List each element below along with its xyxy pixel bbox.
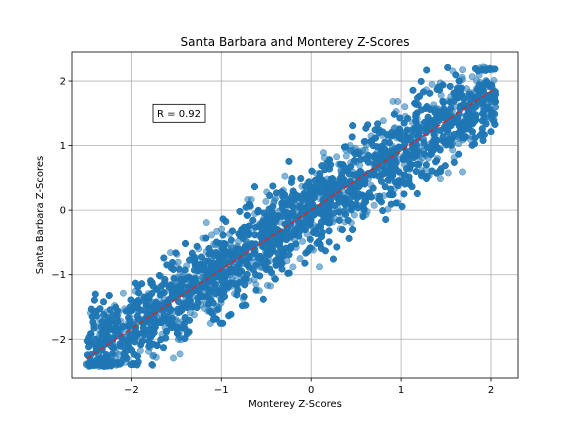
- scatter-point: [380, 118, 386, 124]
- scatter-point: [334, 154, 340, 160]
- scatter-point: [237, 208, 243, 214]
- scatter-point: [282, 173, 288, 179]
- scatter-point: [120, 290, 126, 296]
- scatter-point: [427, 90, 433, 96]
- scatter-point: [349, 134, 355, 140]
- scatter-point: [297, 255, 303, 261]
- scatter-point: [390, 98, 396, 104]
- scatter-point: [402, 104, 408, 110]
- scatter-point: [437, 176, 443, 182]
- scatter-point: [170, 355, 176, 361]
- scatter-point: [175, 259, 181, 265]
- scatter-point: [253, 281, 259, 287]
- scatter-point: [272, 276, 278, 282]
- scatter-point: [218, 226, 224, 232]
- scatter-point: [447, 83, 453, 89]
- scatter-point: [371, 202, 377, 208]
- scatter-point: [251, 183, 257, 189]
- scatter-point: [177, 351, 183, 357]
- scatter-point: [298, 175, 304, 181]
- scatter-point: [110, 345, 116, 351]
- scatter-point: [290, 264, 296, 270]
- scatter-point: [228, 237, 234, 243]
- scatter-point: [362, 147, 368, 153]
- scatter-point: [429, 168, 435, 174]
- scatter-point: [320, 149, 326, 155]
- scatter-point: [307, 236, 313, 242]
- scatter-point: [404, 127, 410, 133]
- scatter-point: [191, 312, 197, 318]
- scatter-point: [309, 168, 315, 174]
- scatter-point: [445, 170, 451, 176]
- scatter-point: [343, 153, 349, 159]
- scatter-point: [134, 313, 140, 319]
- scatter-point: [208, 232, 214, 238]
- scatter-point: [266, 192, 272, 198]
- scatter-point: [149, 361, 155, 367]
- scatter-point: [263, 198, 269, 204]
- scatter-point: [401, 191, 407, 197]
- scatter-point: [182, 267, 188, 273]
- scatter-point: [459, 169, 465, 175]
- scatter-point: [115, 318, 121, 324]
- scatter-point: [459, 67, 465, 73]
- scatter-point: [203, 219, 209, 225]
- scatter-point: [429, 81, 435, 87]
- scatter-point: [316, 264, 322, 270]
- scatter-point: [469, 74, 475, 80]
- scatter-point: [374, 121, 380, 127]
- scatter-point: [361, 138, 367, 144]
- scatter-point: [267, 283, 273, 289]
- scatter-point: [161, 255, 167, 261]
